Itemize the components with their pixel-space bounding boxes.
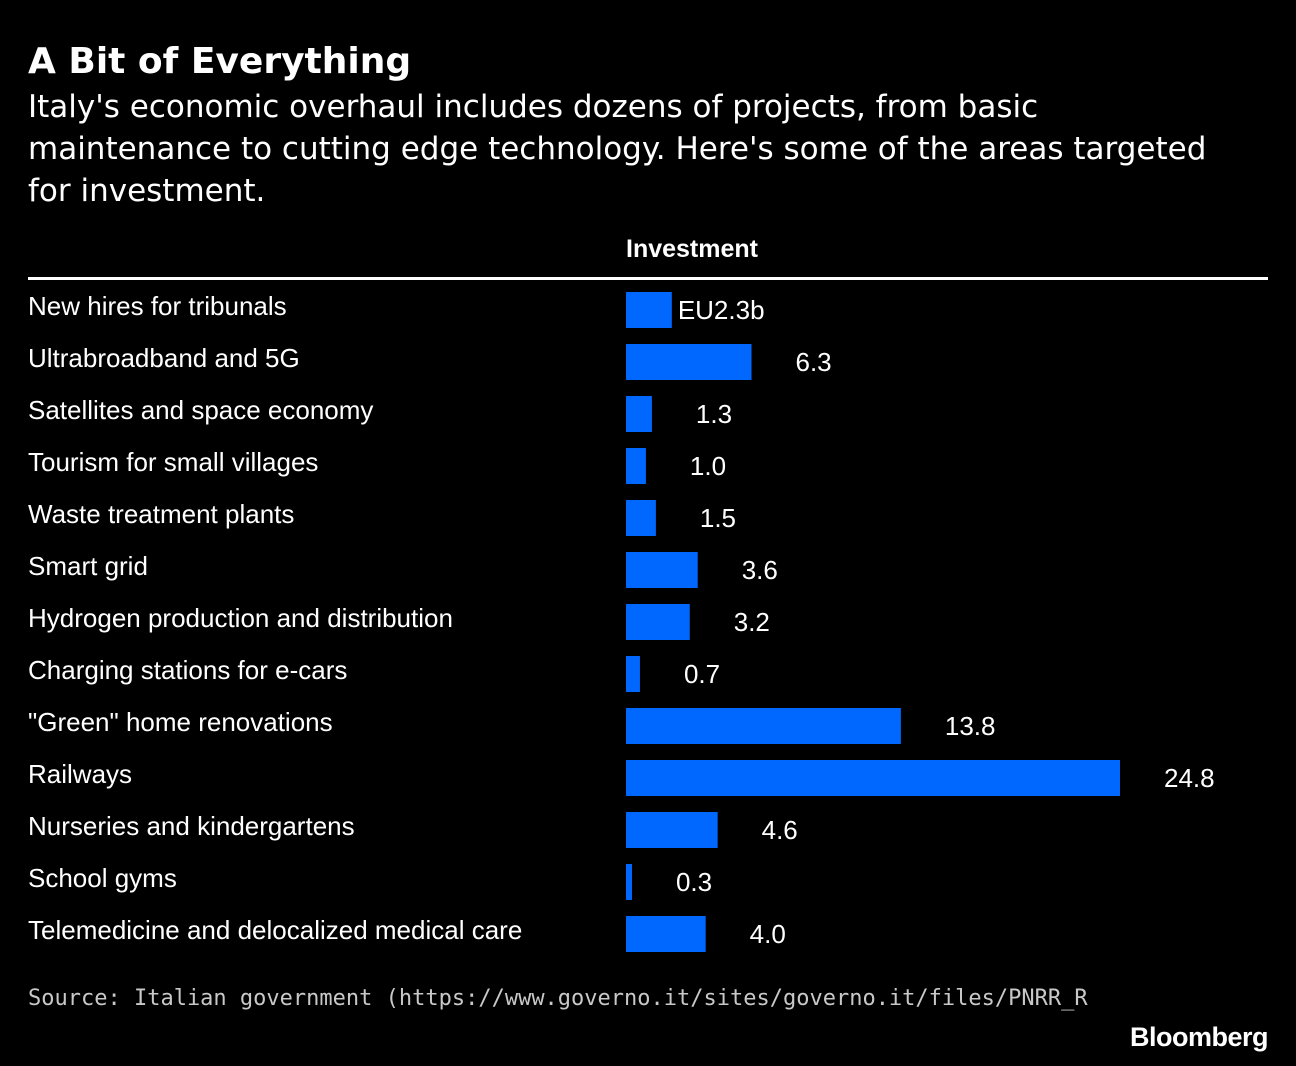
category-label: Nurseries and kindergartens	[28, 811, 355, 841]
category-label: School gyms	[28, 863, 177, 893]
bar	[626, 916, 706, 952]
value-label: 1.3	[696, 399, 732, 429]
value-label: EU2.3b	[678, 295, 765, 325]
category-label: Telemedicine and delocalized medical car…	[28, 915, 522, 945]
column-header: Investment	[626, 235, 758, 263]
value-label: 4.0	[750, 919, 786, 949]
value-label: 1.0	[690, 451, 726, 481]
chart-subtitle: Italy's economic overhaul includes dozen…	[28, 89, 1207, 209]
value-label: 0.3	[676, 867, 712, 897]
value-label: 0.7	[684, 659, 720, 689]
category-label: Smart grid	[28, 551, 148, 581]
bar	[626, 292, 672, 328]
bar	[626, 344, 752, 380]
category-label: Railways	[28, 759, 132, 789]
value-label: 6.3	[795, 347, 831, 377]
category-label: Hydrogen production and distribution	[28, 603, 453, 633]
value-label: 3.6	[742, 555, 778, 585]
category-label: Satellites and space economy	[28, 395, 373, 425]
bloomberg-logo: Bloomberg	[1129, 1022, 1269, 1052]
bar	[626, 656, 640, 692]
source-note: Source: Italian government (https://www.…	[28, 986, 1088, 1011]
bar	[626, 500, 656, 536]
value-label: 3.2	[734, 607, 770, 637]
value-label: 1.5	[700, 503, 736, 533]
category-label: "Green" home renovations	[28, 707, 333, 737]
category-label: Tourism for small villages	[28, 447, 318, 477]
value-label: 13.8	[945, 711, 996, 741]
chart-title: A Bit of Everything	[28, 41, 412, 82]
category-label: Charging stations for e-cars	[28, 655, 347, 685]
bar	[626, 396, 652, 432]
bar	[626, 864, 632, 900]
bar	[626, 812, 718, 848]
category-label: Waste treatment plants	[28, 499, 294, 529]
header-rule	[28, 277, 1268, 280]
category-label: New hires for tribunals	[28, 291, 287, 321]
bar	[626, 708, 901, 744]
bar	[626, 448, 646, 484]
bar-chart: New hires for tribunals EU2.3b Ultrabroadb…	[28, 291, 1215, 952]
bar	[626, 552, 698, 588]
bar	[626, 604, 690, 640]
value-label: 24.8	[1164, 763, 1215, 793]
bar	[626, 760, 1120, 796]
value-label: 4.6	[762, 815, 798, 845]
category-label: Ultrabroadband and 5G	[28, 343, 300, 373]
